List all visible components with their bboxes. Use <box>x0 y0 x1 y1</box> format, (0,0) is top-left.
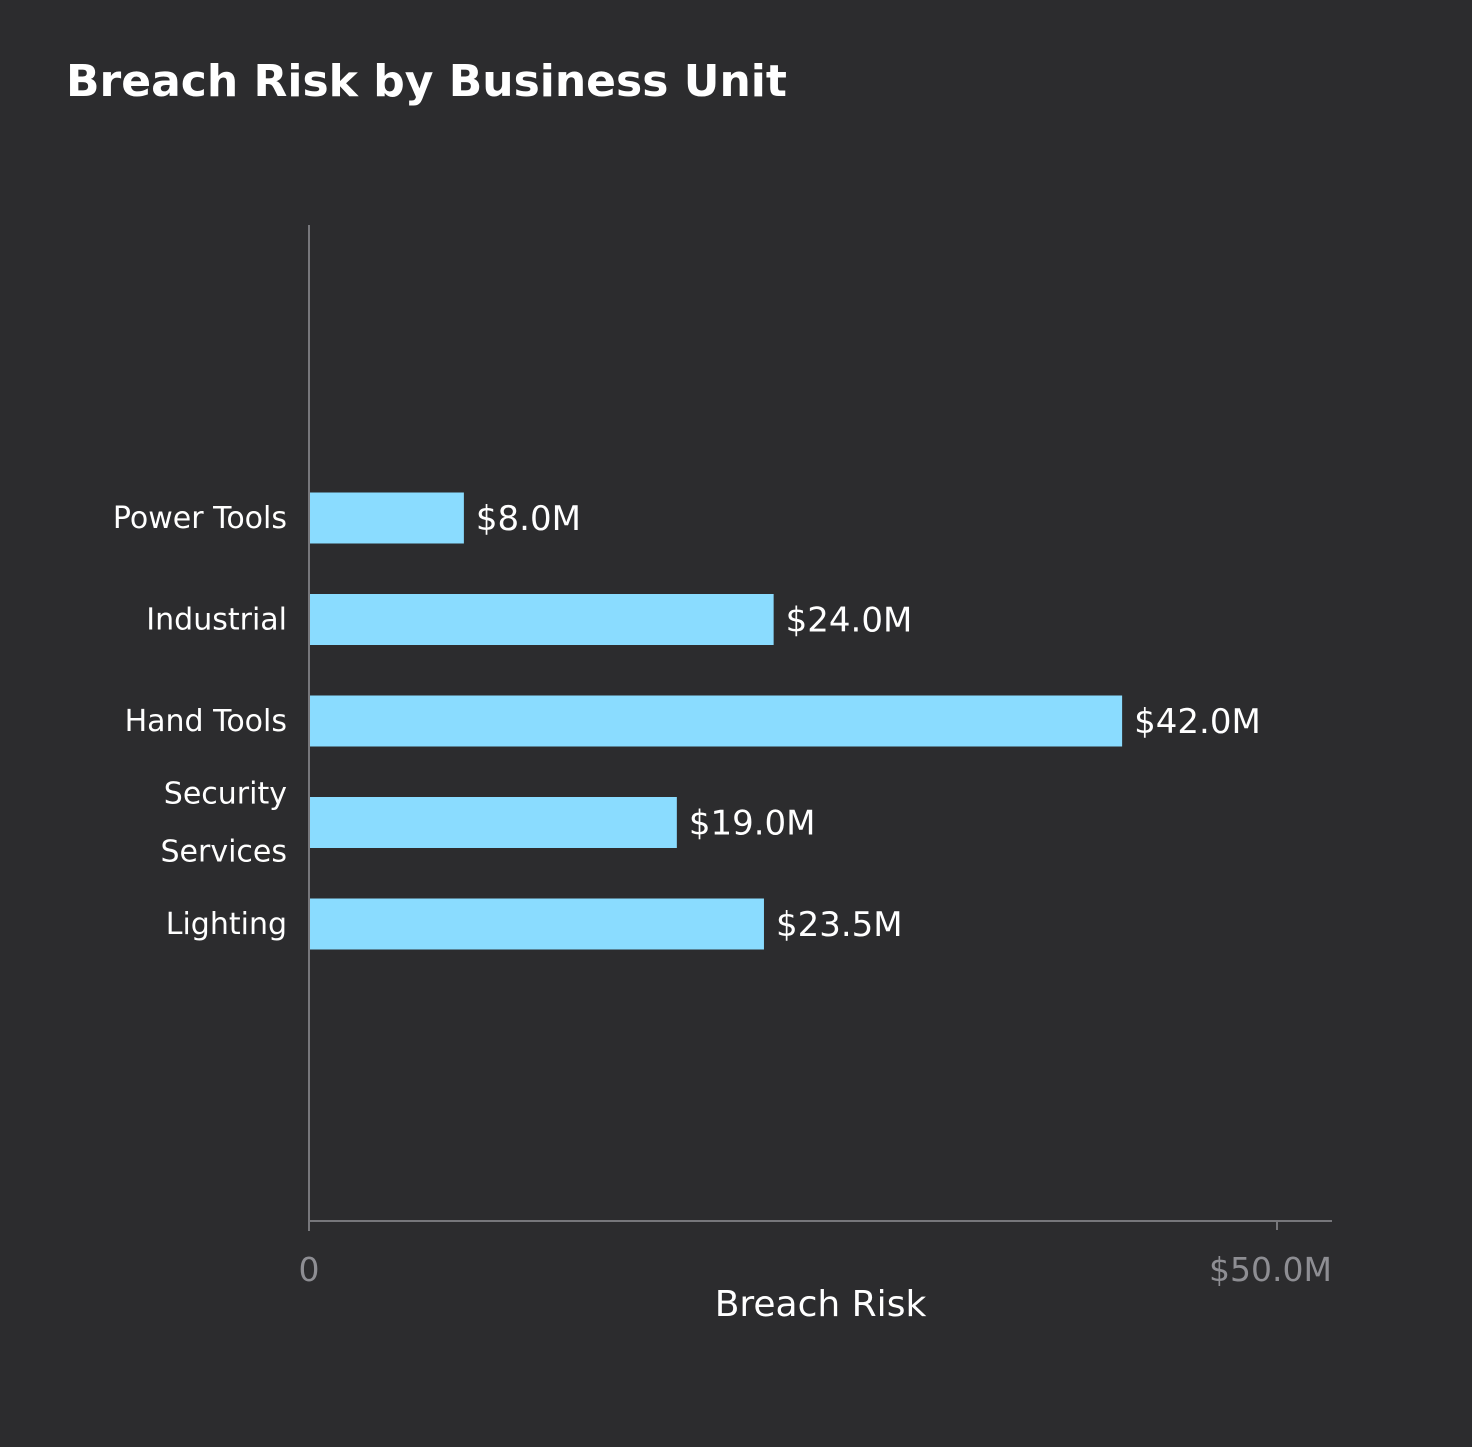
bars-group <box>309 492 1123 950</box>
x-tick-label: 0 <box>299 1250 320 1289</box>
category-label: Hand Tools <box>125 704 287 739</box>
x-axis-title: Breach Risk <box>715 1284 927 1325</box>
x-ticks-group: 0 $50.0M <box>299 1221 1332 1289</box>
value-label: $42.0M <box>1134 702 1261 742</box>
chart-title: Breach Risk by Business Unit <box>66 56 787 107</box>
bar-security-services <box>309 797 677 848</box>
value-label: $24.0M <box>786 601 913 641</box>
x-tick-label: $50.0M <box>1209 1250 1332 1289</box>
bar-hand-tools <box>309 695 1123 747</box>
value-label: $8.0M <box>476 499 581 539</box>
category-label: Power Tools <box>113 501 287 536</box>
bar-power-tools <box>309 492 464 544</box>
labels-group: Power Tools $8.0M Industrial $24.0M Hand Too… <box>113 499 1261 945</box>
category-label: Lighting <box>166 907 287 942</box>
value-label: $19.0M <box>689 804 816 844</box>
category-label: Industrial <box>146 603 287 638</box>
category-label: Security Services <box>160 777 287 870</box>
bar-lighting <box>309 898 764 950</box>
bar-industrial <box>309 594 774 645</box>
value-label: $23.5M <box>776 905 903 945</box>
